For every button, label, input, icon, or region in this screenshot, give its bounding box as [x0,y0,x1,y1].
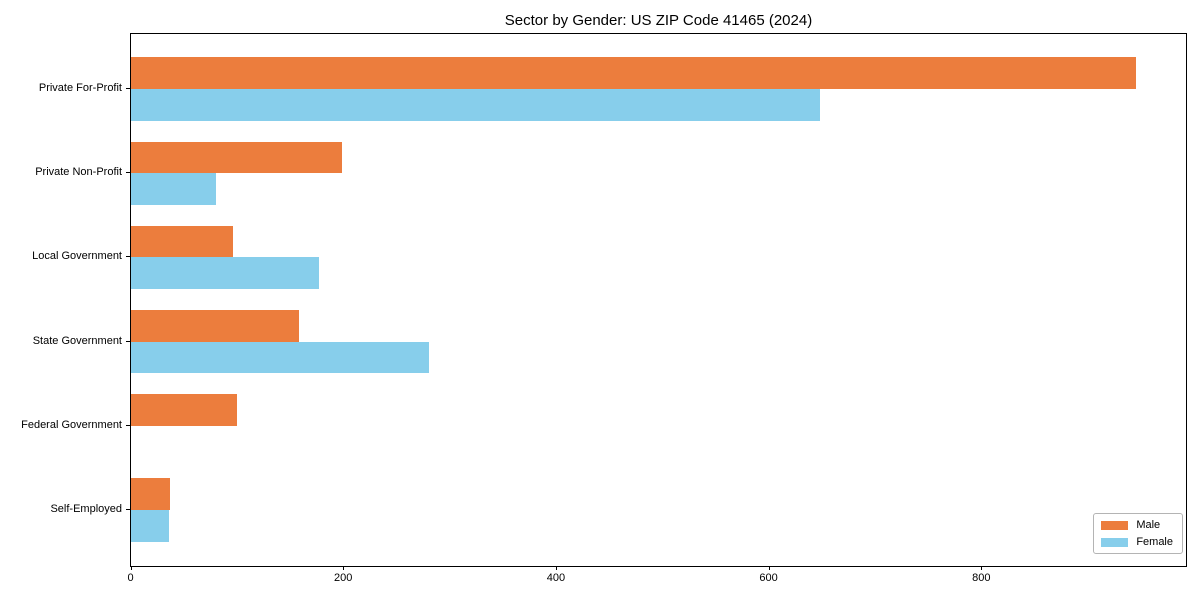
y-tick-label: Private Non-Profit [35,166,122,179]
x-tick-label: 800 [972,572,991,584]
female-color-swatch [1101,537,1129,547]
bar-male-1 [131,57,1136,89]
x-tick-mark [343,566,345,570]
x-tick-mark [130,566,132,570]
y-tick-mark [126,256,131,258]
y-tick-mark [126,340,131,342]
plot-area [130,33,1187,567]
bar-female-4 [131,341,429,374]
legend-item-male: Male [1101,519,1173,531]
x-tick-label: 0 [127,572,134,584]
bar-female-2 [131,173,217,205]
x-tick-mark [981,566,983,570]
y-tick-mark [126,88,131,89]
x-tick-label: 200 [334,572,353,584]
legend-label-female: Female [1136,536,1173,548]
x-tick-mark [555,566,557,570]
y-tick-label: Federal Government [21,418,122,431]
bar-male-2 [131,141,342,174]
chart-title: Sector by Gender: US ZIP Code 41465 (202… [504,12,813,29]
bar-female-3 [131,257,320,289]
y-tick-label: Local Government [32,250,122,263]
male-color-swatch [1101,520,1129,530]
y-tick-label: State Government [32,334,122,347]
y-tick-label: Private For-Profit [38,82,122,94]
y-tick-mark [126,424,131,426]
x-tick-label: 600 [759,572,778,584]
y-tick-label: Self-Employed [50,503,122,515]
y-tick-mark [126,172,131,174]
x-tick-label: 400 [546,572,566,584]
x-tick-mark [768,566,770,570]
legend: Male Female [1093,513,1183,554]
bar-male-3 [131,225,234,258]
legend-label-male: Male [1136,519,1161,531]
bar-male-6 [131,478,171,510]
bar-female-6 [131,510,170,542]
bar-male-4 [131,310,299,342]
bar-male-5 [131,394,238,426]
bar-female-1 [131,89,821,121]
legend-item-female: Female [1101,536,1173,548]
y-tick-mark [126,509,131,510]
